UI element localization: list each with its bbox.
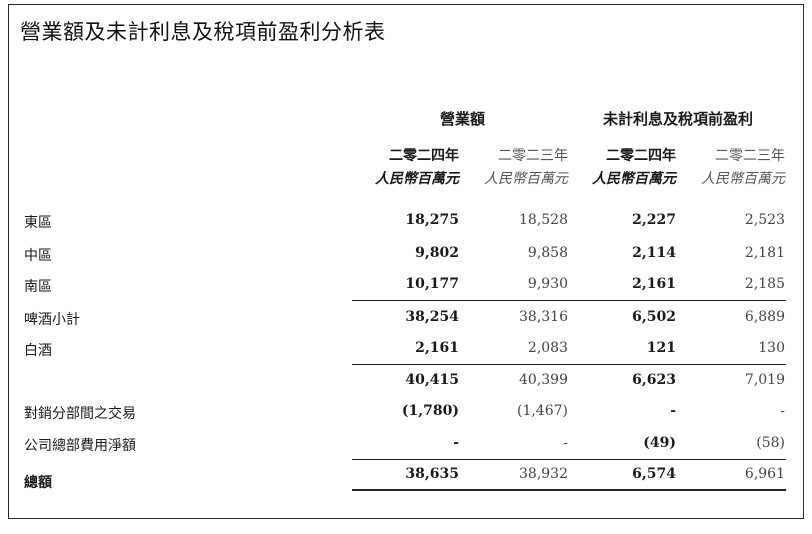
subtotal-rule	[352, 364, 786, 365]
table-cell: 2,181	[744, 245, 785, 261]
table-cell: 121	[646, 340, 676, 356]
table-cell: 9,802	[415, 245, 459, 261]
page-title: 營業額及未計利息及稅項前盈利分析表	[20, 20, 386, 44]
table-cell: 7,019	[744, 372, 785, 388]
row-label: 中區	[24, 248, 52, 264]
table-cell: 38,254	[405, 309, 459, 325]
row-label: 東區	[24, 215, 52, 231]
table-cell: 2,523	[744, 212, 785, 228]
subtotal-rule	[352, 300, 786, 301]
col-header-unit: 人民幣百萬元	[701, 171, 785, 187]
table-cell: 6,961	[744, 466, 785, 482]
table-cell: 9,858	[527, 245, 568, 261]
table-cell: 6,623	[632, 372, 676, 388]
table-cell: -	[780, 403, 785, 419]
table-cell: 38,635	[405, 466, 459, 482]
table-cell: (1,780)	[401, 403, 459, 419]
table-cell: 38,316	[519, 309, 568, 325]
table-cell: 2,227	[632, 212, 676, 228]
table-cell: 10,177	[405, 276, 459, 292]
row-label: 啤酒小計	[24, 312, 80, 328]
table-cell: (58)	[756, 435, 785, 451]
table-cell: -	[563, 435, 568, 451]
table-cell: 2,083	[527, 340, 568, 356]
row-label: 對銷分部間之交易	[24, 406, 136, 422]
table-cell: 9,930	[527, 276, 568, 292]
table-cell: 40,399	[519, 372, 568, 388]
col-header-unit: 人民幣百萬元	[484, 171, 568, 187]
row-label-total: 總額	[24, 475, 52, 491]
row-label: 南區	[24, 279, 52, 295]
total-rule	[352, 459, 786, 460]
table-cell: (1,467)	[516, 403, 568, 419]
col-header-year: 二零二四年	[389, 148, 459, 164]
table-cell: 6,574	[632, 466, 676, 482]
table-cell: -	[670, 403, 676, 419]
group-header-ebit: 未計利息及稅項前盈利	[603, 110, 754, 128]
table-cell: 6,889	[744, 309, 785, 325]
col-header-year: 二零二三年	[498, 148, 568, 164]
table-cell: 2,185	[744, 276, 785, 292]
col-header-unit: 人民幣百萬元	[592, 171, 676, 187]
col-header-year: 二零二三年	[715, 148, 785, 164]
total-double-rule	[352, 489, 786, 491]
table-cell: 130	[758, 340, 785, 356]
group-header-turnover: 營業額	[440, 110, 486, 128]
col-header-unit: 人民幣百萬元	[375, 171, 459, 187]
table-cell: 38,932	[519, 466, 568, 482]
table-cell: -	[453, 435, 459, 451]
table-cell: 2,161	[415, 340, 459, 356]
row-label: 公司總部費用淨額	[24, 438, 136, 454]
row-label: 白酒	[24, 343, 52, 359]
table-cell: (49)	[643, 435, 676, 451]
table-cell: 18,275	[405, 212, 459, 228]
table-cell: 40,415	[405, 372, 459, 388]
table-cell: 2,161	[632, 276, 676, 292]
table-frame	[8, 4, 804, 519]
table-cell: 18,528	[519, 212, 568, 228]
table-cell: 6,502	[632, 309, 676, 325]
col-header-year: 二零二四年	[606, 148, 676, 164]
table-cell: 2,114	[632, 245, 676, 261]
